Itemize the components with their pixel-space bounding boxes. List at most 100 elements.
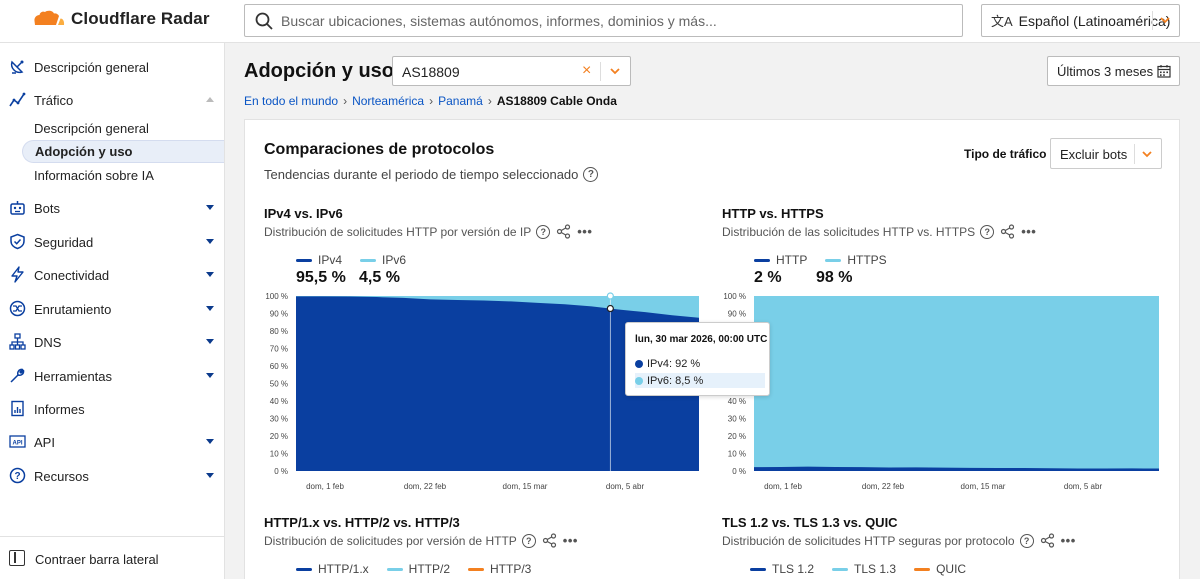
brand-name: Cloudflare Radar — [71, 9, 210, 28]
http-share-value: 2 % — [754, 269, 782, 286]
traffic-type-select[interactable]: Excluir bots — [1050, 138, 1162, 169]
series-area-ipv4 — [296, 296, 699, 471]
sidebar-item-routing[interactable]: Enrutamiento — [0, 298, 224, 320]
legend-swatch — [750, 567, 766, 571]
legend-item-https[interactable]: HTTPS — [825, 253, 887, 267]
help-icon[interactable]: ? — [521, 533, 536, 548]
more-options-icon[interactable]: ••• — [1060, 533, 1076, 548]
calendar-icon — [1157, 65, 1171, 78]
divider — [600, 62, 601, 81]
sidebar-subitem-adoption[interactable]: Adopción y uso — [22, 140, 224, 163]
chevron-down-icon — [206, 272, 214, 277]
ipv-chart-title: IPv4 vs. IPv6 — [264, 206, 343, 221]
legend-item-ipv6[interactable]: IPv6 — [360, 253, 406, 267]
chevron-down-icon — [206, 373, 214, 378]
sidebar-subitem-overview[interactable]: Descripción general — [34, 121, 149, 136]
legend-item-http2[interactable]: HTTP/2 — [386, 562, 450, 576]
sidebar-item-reports[interactable]: Informes — [0, 398, 224, 420]
legend-item-ipv4[interactable]: IPv4 — [296, 253, 342, 267]
breadcrumb-link-world[interactable]: En todo el mundo — [244, 94, 339, 108]
sidebar-item-label: Informes — [34, 401, 85, 417]
sidebar-item-api[interactable]: API API — [0, 431, 224, 453]
sidebar-item-label: Recursos — [34, 468, 89, 484]
routing-icon — [8, 299, 26, 317]
language-select[interactable]: 文A Español (Latinoamérica) — [981, 4, 1180, 37]
search-input[interactable] — [281, 12, 941, 29]
chevron-down-icon[interactable] — [609, 65, 621, 77]
sidebar-item-tools[interactable]: Herramientas — [0, 365, 224, 387]
chevron-right-icon: › — [429, 94, 434, 108]
date-range-select[interactable]: Últimos 3 meses — [1047, 56, 1180, 86]
help-icon[interactable]: ? — [980, 224, 995, 239]
legend-swatch — [296, 258, 312, 262]
sidebar-item-overview[interactable]: Descripción general — [0, 56, 224, 78]
y-tick-label: 10 % — [728, 450, 746, 459]
more-options-icon[interactable]: ••• — [577, 224, 593, 239]
chevron-down-icon — [1142, 151, 1152, 158]
sidebar-item-bots[interactable]: Bots — [0, 197, 224, 219]
legend-item-tls12[interactable]: TLS 1.2 — [750, 562, 814, 576]
ipv4-share-value: 95,5 % — [296, 269, 346, 286]
svg-text:API: API — [12, 440, 22, 446]
legend-item-http1[interactable]: HTTP/1.x — [296, 562, 369, 576]
legend-item-quic[interactable]: QUIC — [914, 562, 966, 576]
breadcrumb-link-country[interactable]: Panamá — [438, 94, 483, 108]
sidebar-item-connectivity[interactable]: Conectividad — [0, 264, 224, 286]
divider — [1134, 144, 1135, 164]
legend-item-http[interactable]: HTTP — [754, 253, 807, 267]
httpver-chart-desc: Distribución de solicitudes por versión … — [264, 533, 578, 548]
more-options-icon[interactable]: ••• — [1021, 224, 1037, 239]
sidebar-item-resources[interactable]: ? Recursos — [0, 465, 224, 487]
help-icon[interactable]: ? — [583, 167, 599, 182]
http-chart-desc: Distribución de las solicitudes HTTP vs.… — [722, 224, 1036, 239]
share-icon[interactable] — [1040, 533, 1055, 548]
series-area-http — [754, 466, 1159, 471]
sidebar-subitem-ai-insights[interactable]: Información sobre IA — [34, 168, 154, 183]
tls-chart-desc-text: Distribución de solicitudes HTTP seguras… — [722, 533, 1015, 548]
ipv-chart-desc-text: Distribución de solicitudes HTTP por ver… — [264, 224, 532, 239]
sidebar-item-dns[interactable]: DNS — [0, 331, 224, 353]
series-area-https — [754, 296, 1159, 471]
clear-icon[interactable]: × — [582, 62, 592, 79]
cloudflare-cloud-icon — [34, 10, 65, 25]
global-search[interactable] — [244, 4, 963, 37]
share-icon[interactable] — [542, 533, 557, 548]
legend-label: HTTP/3 — [490, 562, 532, 576]
sidebar-item-label: Enrutamiento — [34, 301, 112, 317]
share-icon[interactable] — [556, 224, 571, 239]
more-options-icon[interactable]: ••• — [562, 533, 578, 548]
y-tick-label: 30 % — [270, 415, 288, 424]
legend-swatch — [914, 567, 931, 571]
tooltip-value: IPv4: 92 % — [647, 357, 701, 370]
sidebar-item-label: Seguridad — [34, 234, 94, 250]
chevron-down-icon — [206, 306, 214, 311]
breadcrumb-link-region[interactable]: Norteamérica — [352, 94, 425, 108]
traffic-type-value: Excluir bots — [1060, 147, 1128, 162]
sidebar-item-traffic[interactable]: Tráfico — [0, 89, 224, 111]
y-tick-label: 90 % — [728, 310, 746, 319]
legend-item-http3[interactable]: HTTP/3 — [468, 562, 531, 576]
x-tick-label: dom, 5 abr — [1064, 482, 1103, 491]
ipv-chart-desc: Distribución de solicitudes HTTP por ver… — [264, 224, 592, 239]
x-tick-label: dom, 15 mar — [503, 482, 548, 491]
help-icon[interactable]: ? — [536, 224, 551, 239]
asn-select[interactable]: AS18809 × — [392, 56, 631, 86]
help-icon[interactable]: ? — [1019, 533, 1034, 548]
tooltip-date: lun, 30 mar 2026, 00:00 UTC — [635, 334, 768, 345]
share-icon[interactable] — [1000, 224, 1015, 239]
legend-swatch — [468, 567, 485, 571]
help-circle-icon: ? — [8, 466, 26, 484]
brand-logo[interactable]: Cloudflare Radar — [33, 9, 210, 29]
legend-item-tls13[interactable]: TLS 1.3 — [832, 562, 896, 576]
satellite-dish-icon — [8, 57, 26, 75]
x-tick-label: dom, 1 feb — [306, 482, 344, 491]
collapse-sidebar-button[interactable]: Contraer barra lateral — [0, 536, 224, 579]
httpver-legend: HTTP/1.x HTTP/2 HTTP/3 — [296, 562, 549, 576]
tls-chart-desc: Distribución de solicitudes HTTP seguras… — [722, 533, 1076, 548]
y-tick-label: 100 % — [723, 292, 746, 301]
card-title: Comparaciones de protocolos — [264, 141, 495, 158]
sidebar-item-security[interactable]: Seguridad — [0, 231, 224, 253]
http-chart-title: HTTP vs. HTTPS — [722, 206, 824, 221]
collapse-sidebar-label: Contraer barra lateral — [35, 552, 159, 567]
